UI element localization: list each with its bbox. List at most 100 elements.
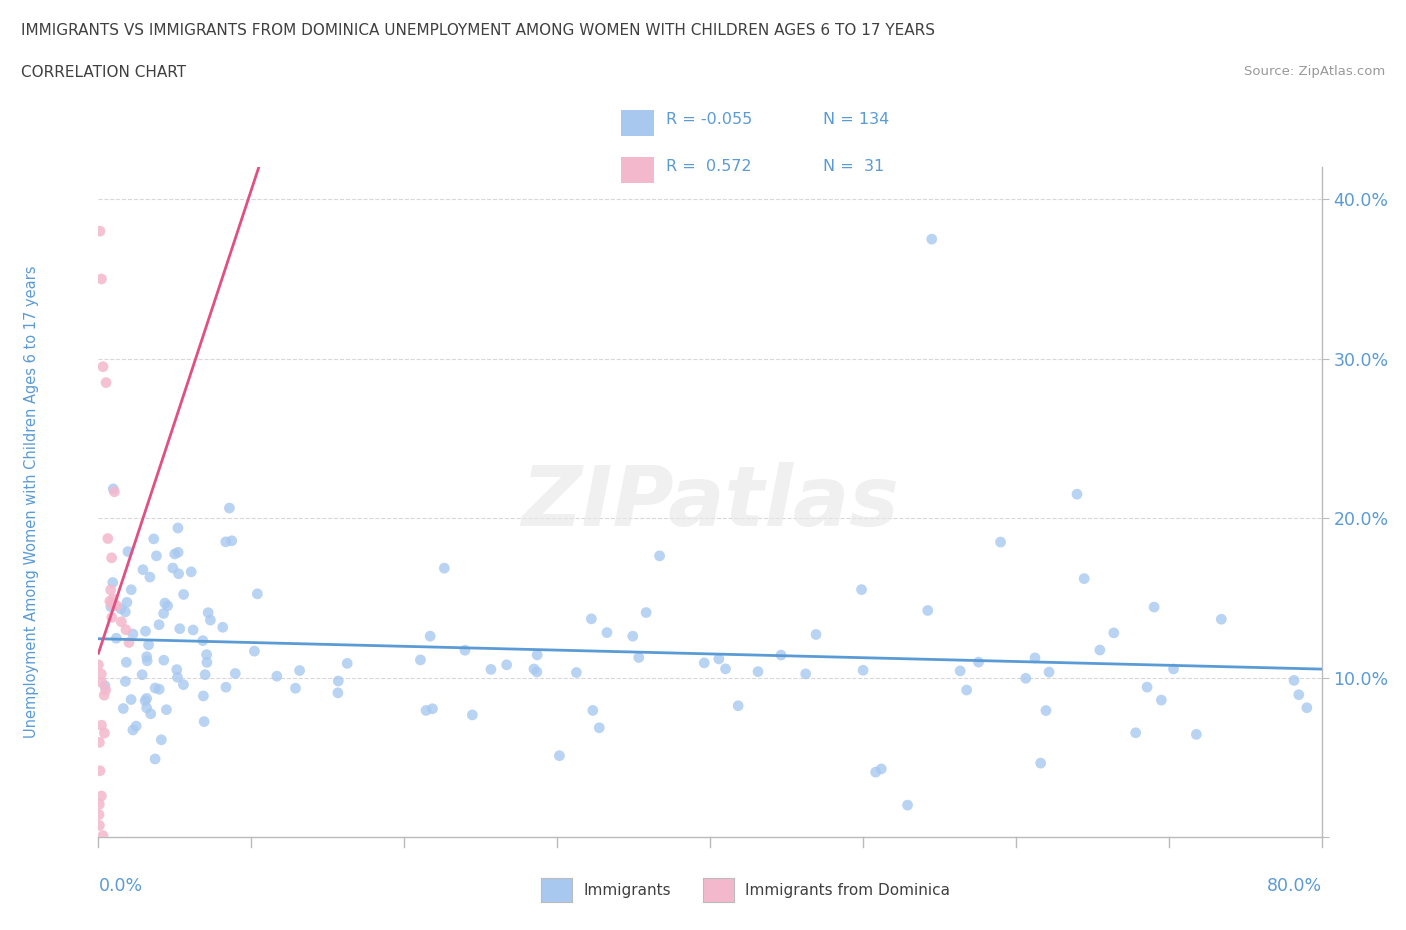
Point xyxy=(288,663,311,678)
Point xyxy=(90,272,112,286)
Point xyxy=(956,683,979,698)
Text: R = -0.055: R = -0.055 xyxy=(666,112,752,126)
Point xyxy=(636,605,658,620)
Point xyxy=(100,551,122,565)
Point xyxy=(155,702,177,717)
Point xyxy=(167,545,190,560)
Point xyxy=(1136,680,1159,695)
Point xyxy=(148,682,170,697)
Point xyxy=(166,662,188,677)
Point xyxy=(90,675,112,690)
Text: Immigrants from Dominica: Immigrants from Dominica xyxy=(745,883,950,897)
Point xyxy=(105,598,128,613)
Point xyxy=(1102,626,1125,641)
Point xyxy=(409,653,432,668)
Point xyxy=(1088,643,1111,658)
Point xyxy=(1029,756,1052,771)
Point xyxy=(117,544,139,559)
Point xyxy=(120,582,142,597)
Point xyxy=(138,637,160,652)
Point xyxy=(90,789,112,804)
Point xyxy=(163,547,186,562)
Point xyxy=(139,707,162,722)
Point xyxy=(135,691,157,706)
Point xyxy=(115,622,138,637)
Point xyxy=(103,485,125,499)
Point xyxy=(1288,687,1310,702)
Point xyxy=(87,807,110,822)
Point xyxy=(101,610,124,625)
Point xyxy=(794,667,817,682)
Point xyxy=(89,735,111,750)
Point xyxy=(648,549,671,564)
Point xyxy=(87,658,110,672)
Point xyxy=(200,613,222,628)
Point xyxy=(156,598,179,613)
Point xyxy=(218,500,240,515)
Point xyxy=(422,701,444,716)
Point xyxy=(89,797,111,812)
Point xyxy=(100,582,122,597)
Point xyxy=(167,521,190,536)
Point xyxy=(284,681,307,696)
Text: 80.0%: 80.0% xyxy=(1267,877,1322,896)
Point xyxy=(94,375,117,390)
Point xyxy=(526,665,548,680)
Bar xyxy=(620,157,654,183)
Point xyxy=(115,595,138,610)
Point xyxy=(581,611,603,626)
Point xyxy=(707,652,730,667)
Point xyxy=(181,622,204,637)
Point xyxy=(134,693,156,708)
Point xyxy=(336,656,359,671)
Point xyxy=(415,703,437,718)
Point xyxy=(565,665,588,680)
Point xyxy=(98,593,121,608)
Point xyxy=(727,698,749,713)
Point xyxy=(1211,612,1233,627)
Point xyxy=(328,673,350,688)
Point xyxy=(917,603,939,618)
Point xyxy=(150,732,173,747)
Point xyxy=(135,649,157,664)
Point xyxy=(162,561,184,576)
Point xyxy=(143,681,166,696)
Point xyxy=(1038,665,1060,680)
Point xyxy=(1282,673,1305,688)
Point xyxy=(143,751,166,766)
Point xyxy=(169,621,191,636)
Text: ZIPatlas: ZIPatlas xyxy=(522,461,898,543)
Point xyxy=(1185,727,1208,742)
Point xyxy=(582,703,605,718)
Point xyxy=(215,535,238,550)
Point xyxy=(114,604,136,619)
Point xyxy=(1035,703,1057,718)
Point xyxy=(148,618,170,632)
Text: Source: ZipAtlas.com: Source: ZipAtlas.com xyxy=(1244,65,1385,78)
Point xyxy=(896,798,918,813)
Point xyxy=(94,678,117,693)
Point xyxy=(1295,700,1317,715)
Point xyxy=(1150,693,1173,708)
Point xyxy=(115,655,138,670)
Point xyxy=(89,764,111,778)
Point xyxy=(990,535,1012,550)
Point xyxy=(139,570,162,585)
Text: CORRELATION CHART: CORRELATION CHART xyxy=(21,65,186,80)
Point xyxy=(93,725,115,740)
Point xyxy=(523,661,546,676)
Point xyxy=(125,719,148,734)
Text: 0.0%: 0.0% xyxy=(98,877,142,896)
Point xyxy=(94,683,117,698)
Point xyxy=(714,661,737,676)
Point xyxy=(173,587,195,602)
Point xyxy=(167,566,190,581)
Point xyxy=(136,653,159,668)
Point xyxy=(197,605,219,620)
Point xyxy=(865,764,887,779)
Point xyxy=(596,625,619,640)
Point xyxy=(90,667,112,682)
Point xyxy=(1143,600,1166,615)
Point xyxy=(90,718,112,733)
Text: N =  31: N = 31 xyxy=(824,159,884,174)
